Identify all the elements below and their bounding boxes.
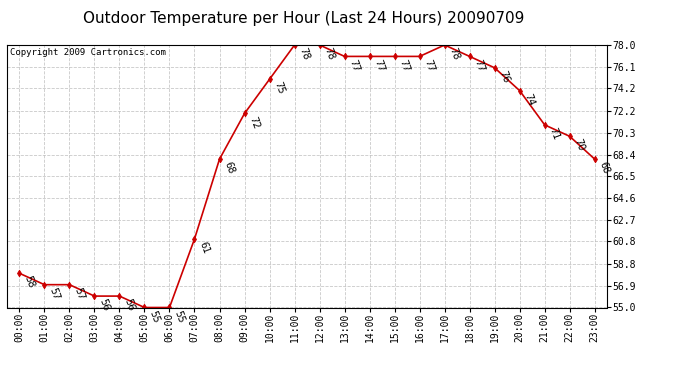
Text: 78: 78: [447, 46, 461, 62]
Text: 56: 56: [97, 297, 111, 312]
Text: 77: 77: [373, 58, 386, 73]
Text: 77: 77: [347, 58, 361, 73]
Text: Outdoor Temperature per Hour (Last 24 Hours) 20090709: Outdoor Temperature per Hour (Last 24 Ho…: [83, 11, 524, 26]
Text: 78: 78: [297, 46, 311, 62]
Text: 77: 77: [397, 58, 411, 73]
Text: Copyright 2009 Cartronics.com: Copyright 2009 Cartronics.com: [10, 48, 166, 57]
Text: 58: 58: [22, 274, 36, 290]
Text: 75: 75: [273, 81, 286, 96]
Text: 74: 74: [522, 92, 536, 107]
Text: 56: 56: [122, 297, 136, 312]
Text: 71: 71: [547, 126, 561, 141]
Text: 76: 76: [497, 69, 511, 84]
Text: 77: 77: [473, 58, 486, 73]
Text: 70: 70: [573, 138, 586, 153]
Text: 78: 78: [322, 46, 336, 62]
Text: 77: 77: [422, 58, 436, 73]
Text: 68: 68: [222, 160, 236, 176]
Text: 55: 55: [172, 309, 186, 324]
Text: 61: 61: [197, 240, 211, 255]
Text: 68: 68: [598, 160, 611, 176]
Text: 57: 57: [72, 286, 86, 301]
Text: 57: 57: [47, 286, 61, 301]
Text: 72: 72: [247, 115, 261, 130]
Text: 55: 55: [147, 309, 161, 324]
